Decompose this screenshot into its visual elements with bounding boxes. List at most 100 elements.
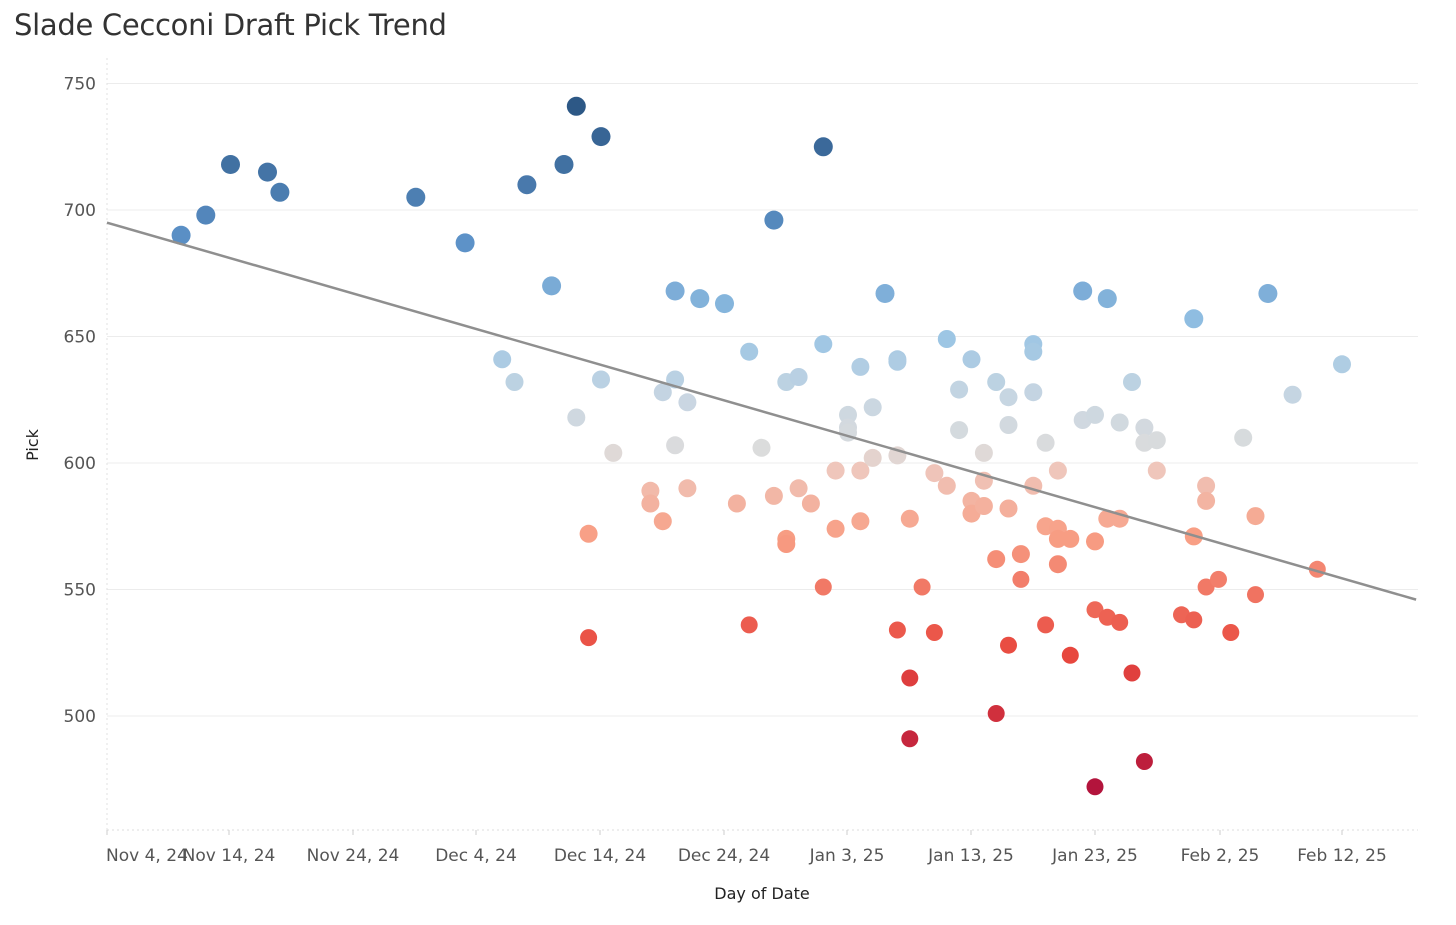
data-point[interactable]: [875, 284, 895, 303]
data-point[interactable]: [1147, 431, 1166, 450]
data-point[interactable]: [1197, 476, 1216, 495]
data-point[interactable]: [1147, 461, 1166, 480]
data-point[interactable]: [740, 342, 759, 361]
data-point[interactable]: [1048, 461, 1067, 480]
data-point[interactable]: [764, 486, 783, 505]
data-point[interactable]: [1333, 355, 1351, 374]
data-point[interactable]: [1086, 405, 1104, 424]
data-point[interactable]: [851, 357, 870, 376]
data-point[interactable]: [641, 481, 660, 500]
data-point[interactable]: [1184, 309, 1204, 329]
data-point[interactable]: [1086, 601, 1104, 619]
data-point[interactable]: [592, 370, 610, 389]
data-point[interactable]: [813, 137, 833, 157]
data-point[interactable]: [814, 578, 832, 596]
data-point[interactable]: [999, 416, 1018, 434]
data-point[interactable]: [999, 499, 1018, 518]
data-point[interactable]: [789, 479, 808, 498]
data-point[interactable]: [542, 276, 562, 296]
data-point[interactable]: [505, 373, 524, 391]
data-point[interactable]: [1222, 624, 1240, 641]
data-point[interactable]: [579, 524, 598, 543]
data-point[interactable]: [1012, 570, 1030, 588]
data-point[interactable]: [1000, 636, 1017, 654]
data-point[interactable]: [851, 512, 870, 531]
data-point[interactable]: [1024, 383, 1043, 402]
data-point[interactable]: [987, 373, 1006, 391]
data-point[interactable]: [851, 461, 870, 480]
data-point[interactable]: [1048, 529, 1067, 548]
data-point[interactable]: [406, 187, 426, 207]
data-point[interactable]: [678, 393, 697, 412]
data-point[interactable]: [1197, 491, 1216, 510]
data-point[interactable]: [653, 512, 672, 531]
data-point[interactable]: [1097, 289, 1117, 309]
data-point[interactable]: [1123, 664, 1141, 682]
data-point[interactable]: [1073, 281, 1093, 301]
data-point[interactable]: [221, 155, 240, 174]
data-point[interactable]: [901, 669, 919, 687]
data-point[interactable]: [814, 335, 833, 354]
data-point[interactable]: [740, 616, 758, 634]
data-point[interactable]: [1234, 428, 1253, 447]
data-point[interactable]: [901, 730, 919, 748]
data-point[interactable]: [1086, 532, 1104, 551]
data-point[interactable]: [666, 436, 685, 455]
data-point[interactable]: [999, 388, 1018, 407]
data-point[interactable]: [974, 497, 993, 515]
data-point[interactable]: [826, 461, 845, 480]
data-point[interactable]: [1024, 342, 1043, 361]
data-point[interactable]: [752, 438, 771, 457]
data-point[interactable]: [566, 96, 586, 116]
data-point[interactable]: [1135, 753, 1153, 770]
data-point[interactable]: [888, 621, 906, 639]
data-point[interactable]: [690, 289, 710, 309]
data-point[interactable]: [678, 479, 697, 498]
data-point[interactable]: [641, 494, 660, 513]
data-point[interactable]: [665, 281, 685, 301]
data-point[interactable]: [554, 155, 574, 174]
data-point[interactable]: [937, 330, 956, 348]
data-point[interactable]: [863, 448, 882, 467]
data-point[interactable]: [962, 350, 981, 369]
data-point[interactable]: [1048, 555, 1067, 574]
data-point[interactable]: [604, 443, 623, 462]
data-point[interactable]: [1036, 433, 1055, 452]
data-point[interactable]: [1111, 613, 1129, 631]
data-point[interactable]: [801, 494, 820, 513]
data-point[interactable]: [171, 225, 191, 245]
data-point[interactable]: [925, 624, 943, 641]
data-point[interactable]: [1247, 586, 1264, 604]
data-point[interactable]: [764, 210, 784, 230]
data-point[interactable]: [826, 519, 845, 538]
data-point[interactable]: [950, 421, 969, 440]
data-point[interactable]: [196, 205, 216, 225]
data-point[interactable]: [1210, 570, 1227, 588]
data-point[interactable]: [863, 398, 882, 417]
data-point[interactable]: [974, 443, 993, 462]
data-point[interactable]: [1037, 616, 1055, 634]
data-point[interactable]: [567, 408, 586, 427]
data-point[interactable]: [1086, 778, 1104, 796]
data-point[interactable]: [1123, 373, 1141, 391]
data-point[interactable]: [1185, 611, 1203, 629]
data-point[interactable]: [789, 368, 808, 386]
data-point[interactable]: [1197, 578, 1215, 596]
data-point[interactable]: [1011, 545, 1030, 564]
data-point[interactable]: [653, 383, 672, 402]
data-point[interactable]: [715, 294, 734, 314]
data-point[interactable]: [517, 175, 537, 195]
data-point[interactable]: [888, 352, 907, 371]
data-point[interactable]: [913, 578, 931, 596]
data-point[interactable]: [925, 464, 944, 483]
data-point[interactable]: [839, 405, 857, 424]
data-point[interactable]: [950, 380, 969, 399]
data-point[interactable]: [270, 182, 290, 202]
data-point[interactable]: [727, 494, 746, 513]
data-point[interactable]: [258, 162, 277, 182]
data-point[interactable]: [1283, 385, 1302, 404]
data-point[interactable]: [1098, 509, 1117, 528]
data-point[interactable]: [1061, 646, 1079, 664]
data-point[interactable]: [777, 535, 796, 553]
data-point[interactable]: [987, 705, 1005, 722]
